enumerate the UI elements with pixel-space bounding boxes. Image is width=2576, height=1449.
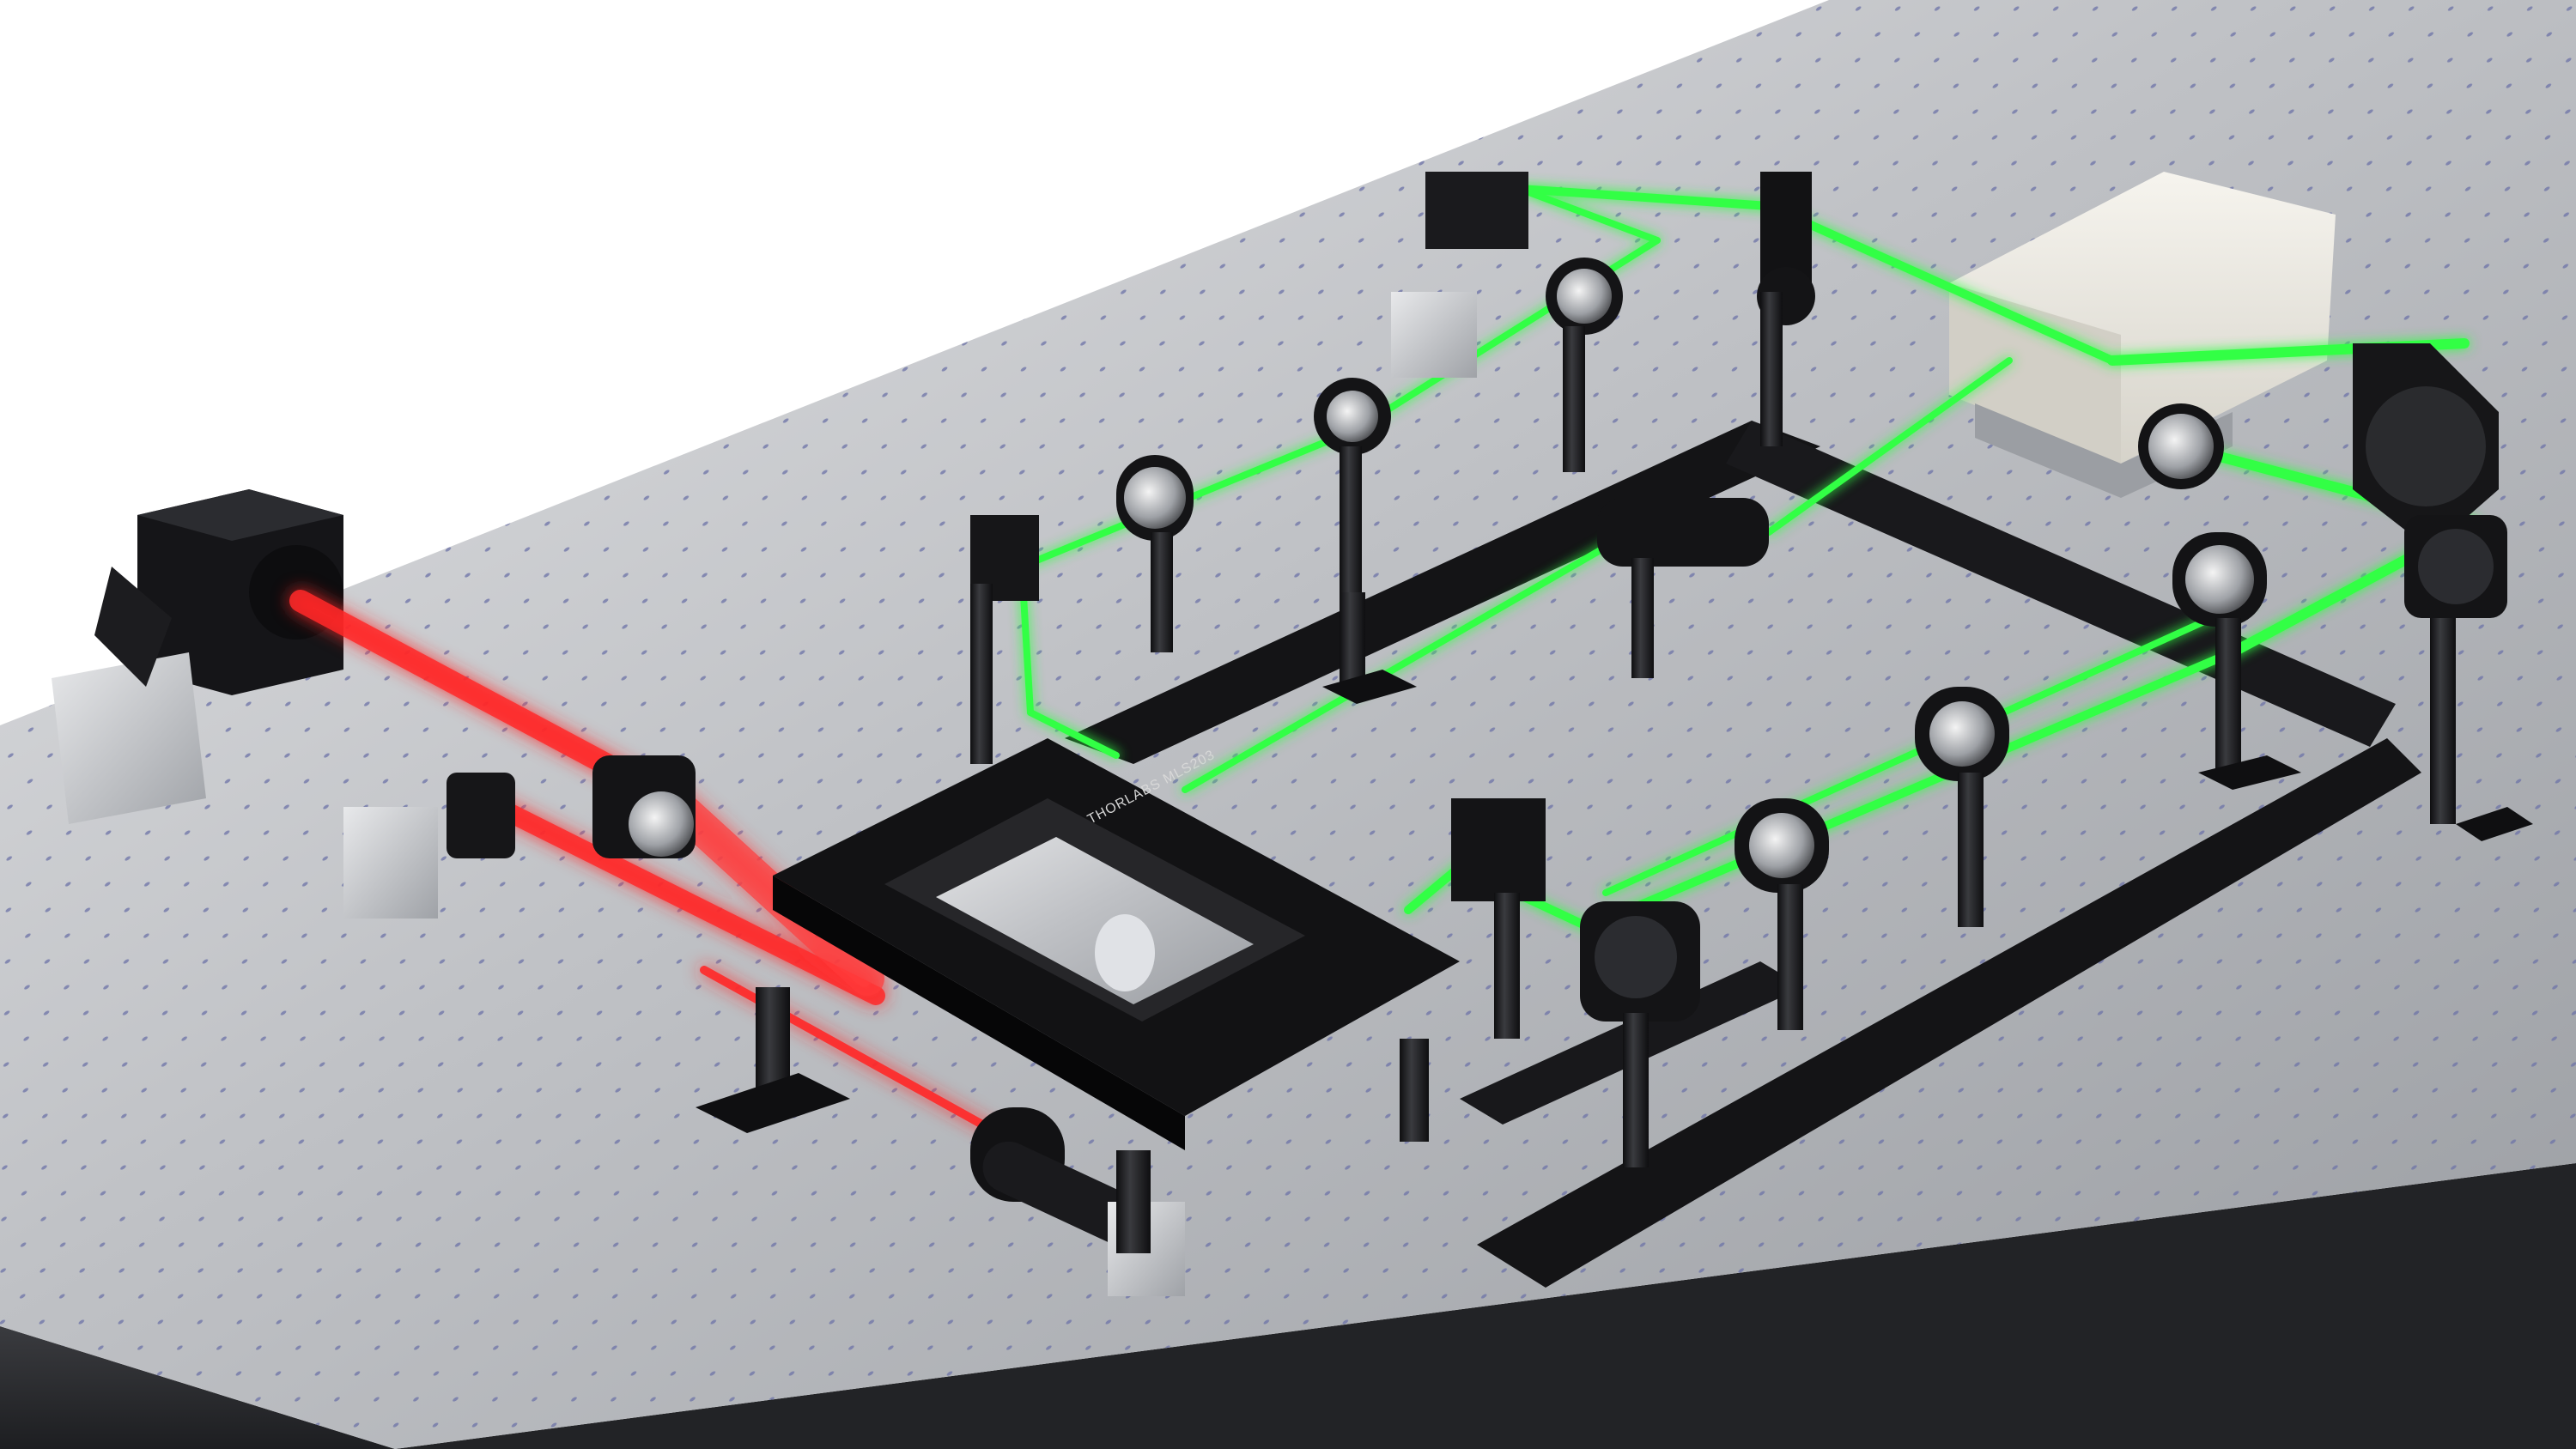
rail-front — [1477, 738, 2421, 1288]
lens-mount — [343, 755, 1185, 1296]
optical-post — [756, 292, 2456, 1253]
camera-icon — [52, 489, 343, 824]
translation-stage: THORLABS MLS203 — [773, 738, 1460, 1150]
post-base — [696, 670, 2533, 1133]
